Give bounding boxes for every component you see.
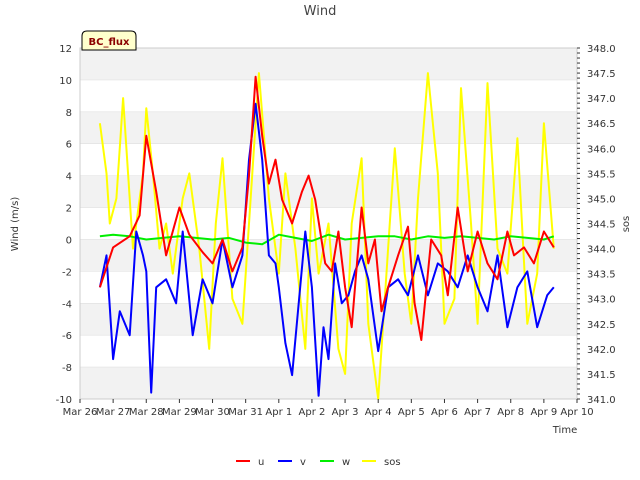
y2-tick-label: 345.5 bbox=[587, 169, 616, 180]
y-axis-left-ticks: -10 -8 -6 -4 -2 0 2 4 6 8 10 12 bbox=[56, 44, 72, 406]
series-line-u bbox=[98, 75, 555, 341]
y-tick-label: 8 bbox=[66, 108, 72, 119]
y-tick-label: -8 bbox=[62, 363, 72, 374]
grid-band bbox=[80, 111, 577, 144]
y-axis-right-ticks: 341.0 341.5 342.0 342.5 343.0 343.5 344.0 344.5… bbox=[577, 44, 616, 406]
legend-label-u: u bbox=[258, 457, 264, 468]
y-axis-label: Wind (m/s) bbox=[10, 197, 21, 252]
x-tick-label: Apr 4 bbox=[365, 407, 392, 418]
grid-bands bbox=[80, 47, 577, 400]
x-tick-label: Apr 8 bbox=[497, 407, 524, 418]
grid-band bbox=[80, 48, 577, 80]
x-axis-label: Time bbox=[552, 425, 577, 436]
x-tick-label: Apr 3 bbox=[332, 407, 359, 418]
grid-band bbox=[80, 367, 577, 399]
series-line-v bbox=[98, 102, 555, 397]
y2-tick-label: 342.5 bbox=[587, 320, 616, 331]
y-tick-label: 6 bbox=[66, 140, 72, 151]
y-tick-label: -6 bbox=[62, 331, 72, 342]
x-tick-label: Apr 5 bbox=[398, 407, 425, 418]
x-tick-label: Apr 2 bbox=[299, 407, 326, 418]
x-tick-label: Apr 10 bbox=[560, 407, 593, 418]
y-tick-label: 12 bbox=[59, 44, 72, 55]
y2-tick-label: 343.5 bbox=[587, 270, 616, 281]
y2-tick-label: 347.0 bbox=[587, 94, 616, 105]
legend-label-sos: sos bbox=[384, 457, 401, 468]
y-tick-label: -2 bbox=[62, 267, 72, 278]
x-tick-label: Mar 27 bbox=[96, 407, 131, 418]
series-line-w bbox=[99, 233, 555, 246]
y-tick-label: 2 bbox=[66, 204, 72, 215]
site-label: BC_flux bbox=[89, 37, 130, 48]
y-tick-label: 0 bbox=[66, 235, 72, 246]
grid-band bbox=[80, 303, 577, 336]
series-line-sos bbox=[98, 72, 555, 400]
x-tick-label: Apr 7 bbox=[464, 407, 491, 418]
y2-tick-label: 346.0 bbox=[587, 144, 616, 155]
x-tick-label: Mar 29 bbox=[162, 407, 197, 418]
x-tick-label: Apr 9 bbox=[530, 407, 557, 418]
x-tick-label: Mar 30 bbox=[195, 407, 230, 418]
legend-label-w: w bbox=[342, 457, 350, 468]
y2-tick-label: 341.5 bbox=[587, 370, 616, 381]
y2-tick-label: 344.5 bbox=[587, 220, 616, 231]
y2-tick-label: 342.0 bbox=[587, 345, 616, 356]
y-tick-label: -10 bbox=[56, 395, 72, 406]
y2-tick-label: 348.0 bbox=[587, 44, 616, 55]
y2-tick-label: 343.0 bbox=[587, 295, 616, 306]
y2-tick-label: 347.5 bbox=[587, 69, 616, 80]
chart-title: Wind bbox=[304, 4, 337, 19]
y-tick-label: -4 bbox=[62, 299, 72, 310]
legend-label-v: v bbox=[300, 457, 306, 468]
x-tick-label: Apr 6 bbox=[431, 407, 458, 418]
y-tick-label: 10 bbox=[59, 76, 72, 87]
legend: u v w sos bbox=[236, 457, 401, 468]
x-tick-label: Apr 1 bbox=[265, 407, 292, 418]
y2-tick-label: 345.0 bbox=[587, 194, 616, 205]
y2-tick-label: 341.0 bbox=[587, 395, 616, 406]
y2-tick-label: 346.5 bbox=[587, 119, 616, 130]
x-tick-label: Mar 31 bbox=[228, 407, 263, 418]
site-label-box: BC_flux bbox=[81, 30, 137, 51]
x-tick-label: Mar 28 bbox=[129, 407, 164, 418]
y-tick-label: 4 bbox=[66, 172, 72, 183]
x-tick-label: Mar 26 bbox=[63, 407, 98, 418]
series-layer bbox=[98, 72, 555, 400]
y2-tick-label: 344.0 bbox=[587, 245, 616, 256]
y2-axis-label: sos bbox=[621, 216, 632, 233]
